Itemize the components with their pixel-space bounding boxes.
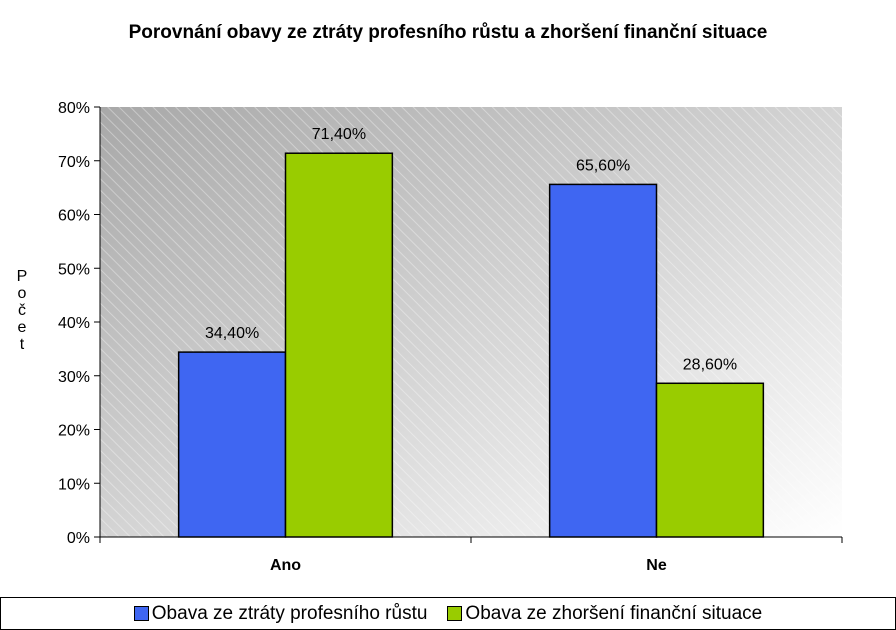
y-tick-label: 80% [58,100,90,117]
y-tick-label: 70% [58,154,90,171]
y-tick-label: 30% [58,369,90,386]
y-tick-label: 10% [58,476,90,493]
x-tick-label: Ano [270,557,301,574]
legend-label: Obava ze zhoršení finanční situace [465,602,763,624]
legend-label: Obava ze ztráty profesního růstu [151,602,428,624]
data-label: 65,60% [576,157,630,174]
bar [284,152,394,538]
y-tick-label: 50% [58,261,90,278]
chart-title: Porovnání obavy ze ztráty profesního růs… [128,22,768,43]
bar [548,183,658,538]
legend-swatch [447,606,463,621]
legend-swatch [133,606,149,621]
y-tick-label: 0% [67,530,90,547]
y-tick-label: 60% [58,208,90,225]
y-tick-label: 40% [58,315,90,332]
bar [177,351,287,538]
data-label: 71,40% [312,126,366,143]
data-label: 28,60% [683,356,737,373]
legend-entry: Obava ze zhoršení finanční situace [447,603,762,625]
data-label: 34,40% [205,325,259,342]
x-tick-label: Ne [646,557,667,574]
y-tick-label: 20% [58,423,90,440]
plot: Počet 0% 10% 20% 30% 40% 50% 60% 70% 80% Ano 34,40… [14,100,843,574]
bar [655,382,765,538]
legend: Obava ze ztráty profesního růstu Obava ze… [0,597,896,630]
legend-entry: Obava ze ztráty profesního růstu [133,602,428,625]
y-axis-label: Počet [14,268,31,353]
